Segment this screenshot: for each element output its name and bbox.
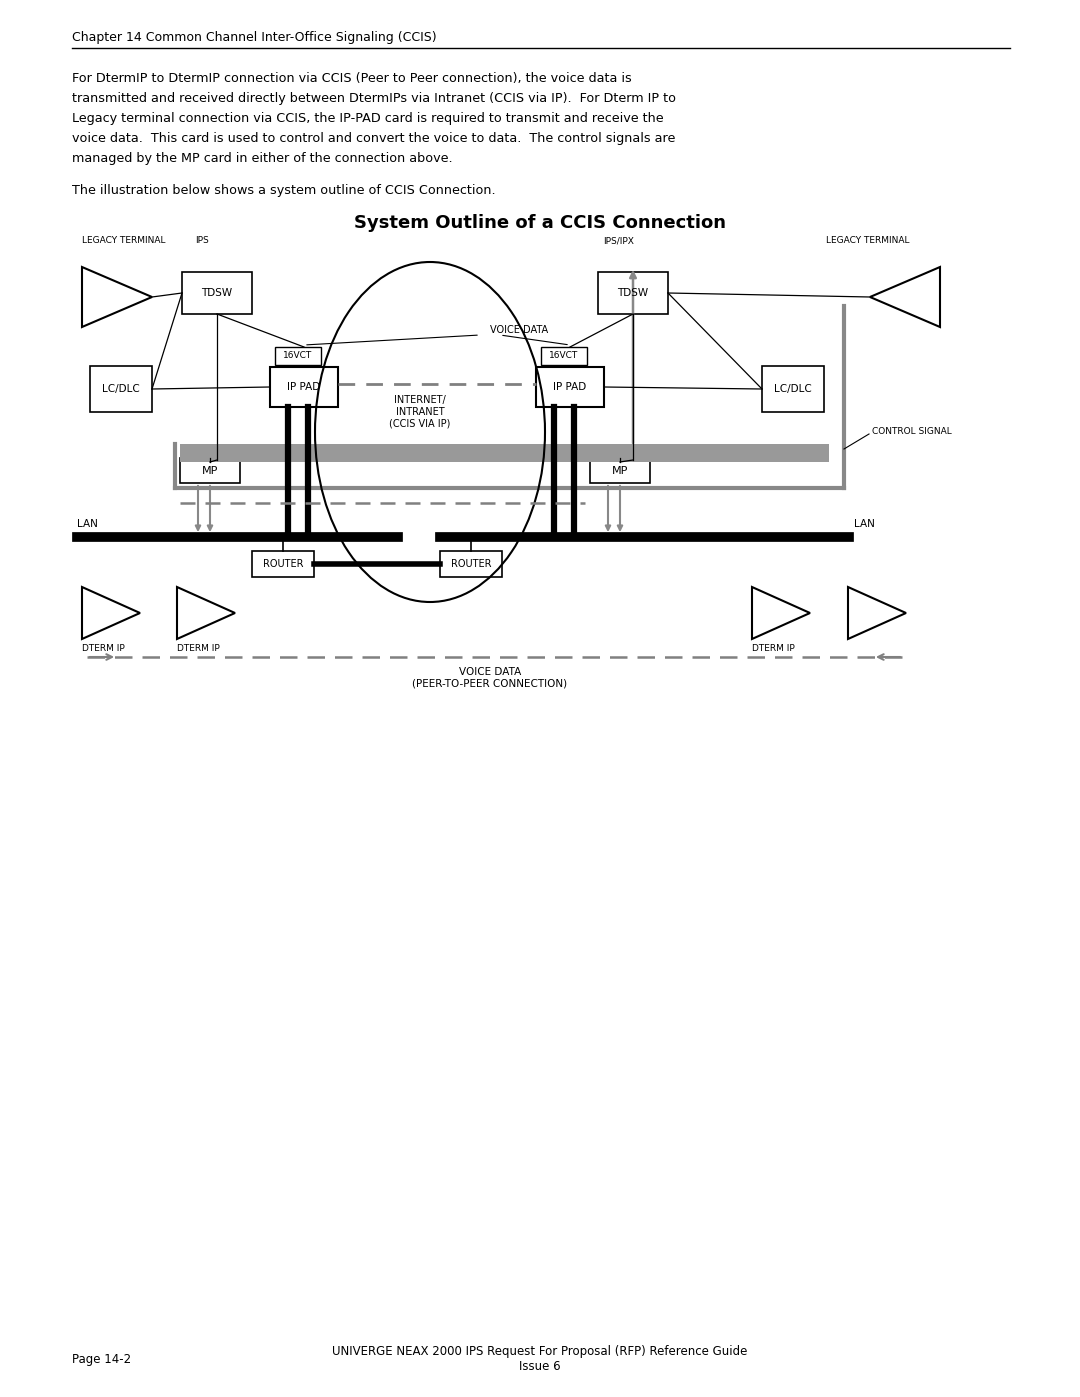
Text: TDSW: TDSW [618, 288, 649, 298]
Text: ROUTER: ROUTER [450, 559, 491, 569]
Bar [536, 367, 604, 407]
Text: 16VCT: 16VCT [550, 352, 579, 360]
Text: LEGACY TERMINAL: LEGACY TERMINAL [82, 236, 165, 244]
Text: DTERM IP: DTERM IP [177, 644, 219, 652]
Text: LEGACY TERMINAL: LEGACY TERMINAL [826, 236, 909, 244]
Bar [252, 550, 314, 577]
Text: System Outline of a CCIS Connection: System Outline of a CCIS Connection [354, 214, 726, 232]
Text: VOICE DATA: VOICE DATA [490, 326, 549, 335]
Text: IPS/IPX: IPS/IPX [603, 236, 634, 244]
Text: MP: MP [611, 465, 629, 475]
Text: managed by the MP card in either of the connection above.: managed by the MP card in either of the … [72, 152, 453, 165]
Text: LAN: LAN [854, 520, 875, 529]
Text: Chapter 14 Common Channel Inter-Office Signaling (CCIS): Chapter 14 Common Channel Inter-Office S… [72, 31, 436, 43]
Text: UNIVERGE NEAX 2000 IPS Request For Proposal (RFP) Reference Guide
Issue 6: UNIVERGE NEAX 2000 IPS Request For Propo… [333, 1345, 747, 1373]
Text: LC/DLC: LC/DLC [774, 384, 812, 394]
Text: For DtermIP to DtermIP connection via CCIS (Peer to Peer connection), the voice : For DtermIP to DtermIP connection via CC… [72, 73, 632, 85]
Text: voice data.  This card is used to control and convert the voice to data.  The co: voice data. This card is used to control… [72, 131, 675, 145]
Text: DTERM IP: DTERM IP [82, 644, 125, 652]
Text: LC/DLC: LC/DLC [103, 384, 140, 394]
Text: DTERM IP: DTERM IP [752, 644, 795, 652]
Text: LAN: LAN [77, 520, 98, 529]
Text: ROUTER: ROUTER [262, 559, 303, 569]
Text: MP: MP [202, 465, 218, 475]
Bar [183, 272, 252, 314]
Bar [541, 346, 588, 365]
Bar [590, 458, 650, 483]
Bar [270, 367, 338, 407]
Text: The illustration below shows a system outline of CCIS Connection.: The illustration below shows a system ou… [72, 184, 496, 197]
Text: IP PAD: IP PAD [287, 381, 321, 393]
Text: VOICE DATA
(PEER-TO-PEER CONNECTION): VOICE DATA (PEER-TO-PEER CONNECTION) [413, 666, 568, 689]
Bar [440, 550, 502, 577]
Text: Legacy terminal connection via CCIS, the IP-PAD card is required to transmit and: Legacy terminal connection via CCIS, the… [72, 112, 663, 124]
Text: IPS: IPS [195, 236, 208, 244]
Bar [90, 366, 152, 412]
Text: CONTROL SIGNAL: CONTROL SIGNAL [872, 427, 951, 436]
Text: transmitted and received directly between DtermIPs via Intranet (CCIS via IP).  : transmitted and received directly betwee… [72, 92, 676, 105]
Bar [275, 346, 321, 365]
Text: Page 14-2: Page 14-2 [72, 1352, 131, 1365]
Text: 16VCT: 16VCT [283, 352, 312, 360]
Bar [180, 458, 240, 483]
Bar [180, 444, 829, 462]
Text: IP PAD: IP PAD [553, 381, 586, 393]
Text: INTERNET/
INTRANET
(CCIS VIA IP): INTERNET/ INTRANET (CCIS VIA IP) [389, 395, 450, 429]
Text: TDSW: TDSW [202, 288, 232, 298]
Bar [598, 272, 669, 314]
Bar [762, 366, 824, 412]
